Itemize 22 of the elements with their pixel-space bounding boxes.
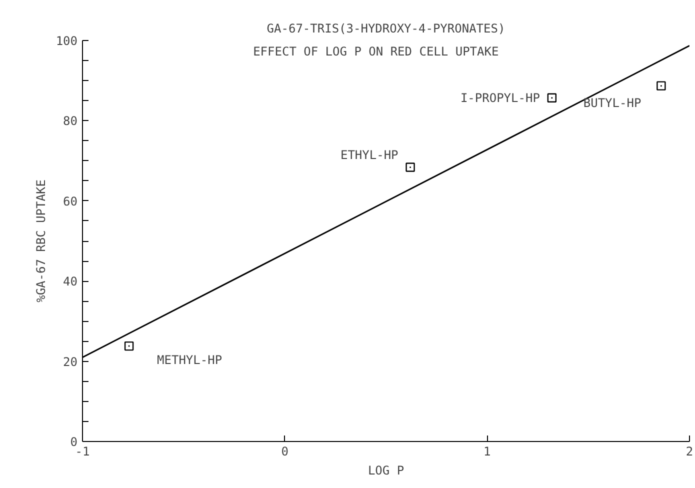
point xyxy=(547,93,557,102)
x-axis-title: LOG P xyxy=(368,464,404,478)
y-tick-label: 100 xyxy=(56,34,78,48)
chart-title: GA-67-TRIS(3-HYDROXY-4-PYRONATES) xyxy=(266,22,506,36)
y-tick-label: 60 xyxy=(63,194,78,208)
annotation: METHYL-HP xyxy=(157,353,222,368)
x-tick-label: 2 xyxy=(686,444,694,458)
x-tick-label: 1 xyxy=(484,444,491,458)
annotation: I-PROPYL-HP xyxy=(460,90,540,105)
point xyxy=(406,162,415,172)
y-tick-label: 20 xyxy=(63,354,78,369)
y-tick-label: 40 xyxy=(63,274,78,289)
x-tick-label: -1 xyxy=(75,444,90,458)
chart-subtitle: EFFECT OF LOG P ON RED CELL UPTAKE xyxy=(253,44,499,58)
x-tick-label: 0 xyxy=(281,444,288,458)
point xyxy=(124,341,134,351)
annotation: ETHYL-HP xyxy=(340,148,398,162)
point xyxy=(656,81,666,90)
y-tick-label: 0 xyxy=(70,435,78,449)
y-axis-title: %GA-67 RBC UPTAKE xyxy=(34,180,48,302)
y-tick-label: 80 xyxy=(63,114,78,128)
annotation: BUTYL-HP xyxy=(583,96,642,110)
